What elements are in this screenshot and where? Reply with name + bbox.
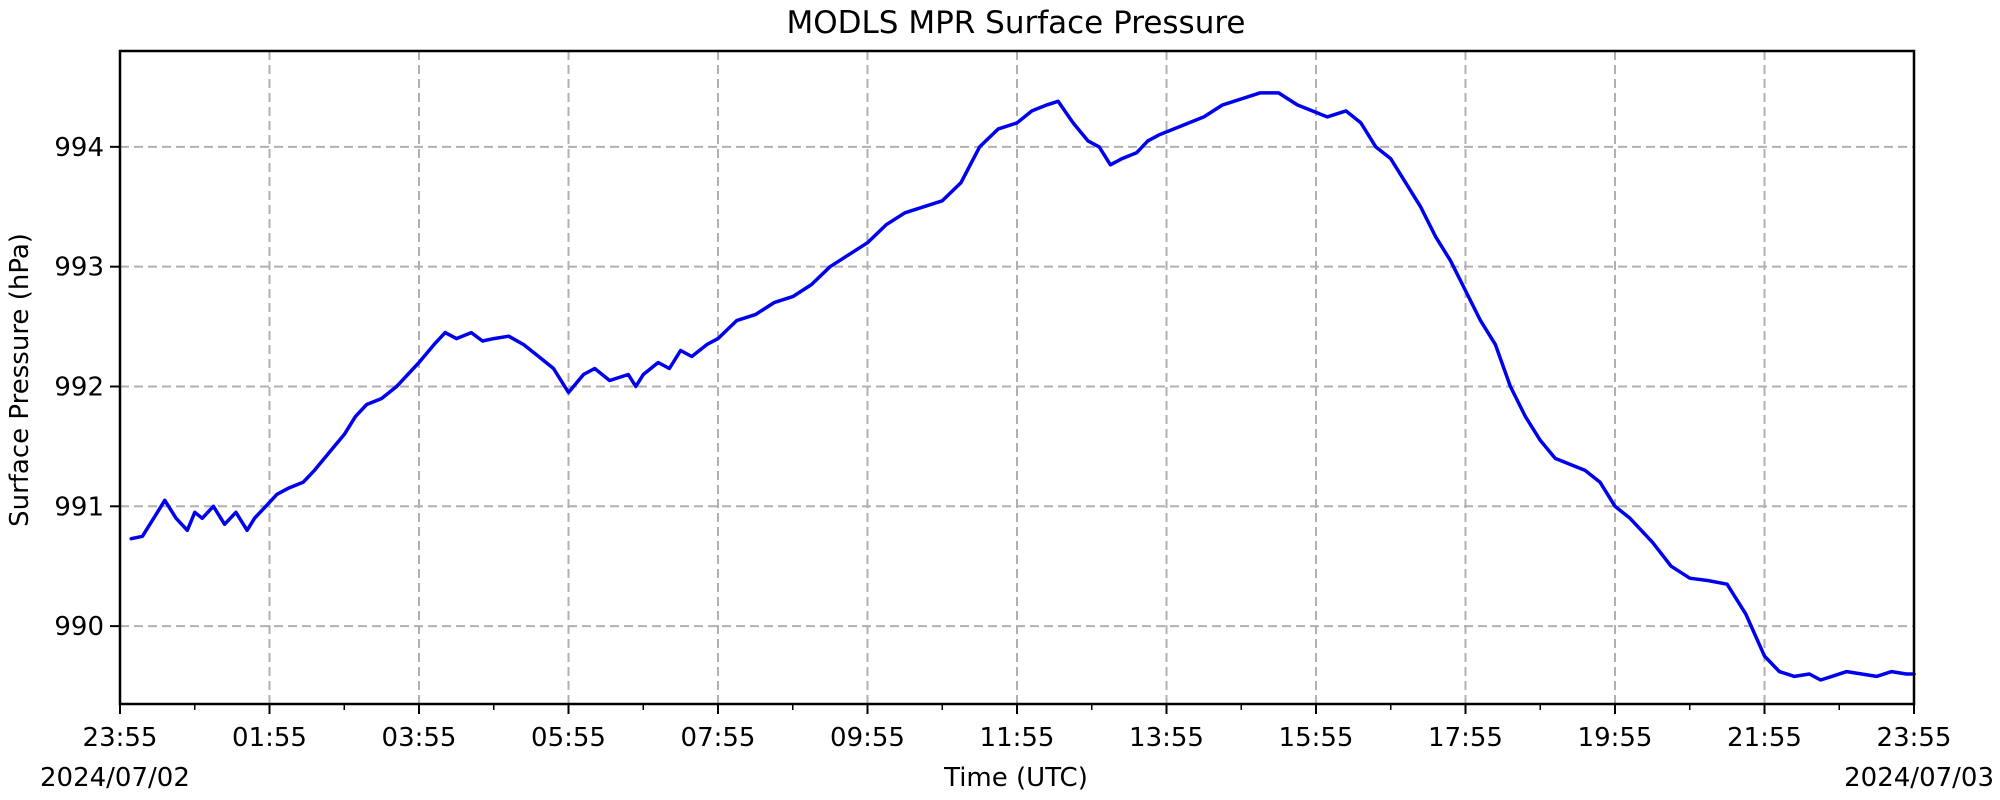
y-tick-label: 992 [54, 372, 104, 402]
x-tick-label: 13:55 [1129, 723, 1204, 753]
x-tick-label: 23:55 [83, 723, 158, 753]
x-tick-label: 01:55 [232, 723, 307, 753]
x-tick-label: 21:55 [1727, 723, 1802, 753]
x-axis-label: Time (UTC) [943, 763, 1088, 793]
y-tick-label: 991 [54, 492, 104, 522]
y-tick-label: 994 [54, 133, 104, 163]
y-axis-label: Surface Pressure (hPa) [5, 233, 35, 527]
x-start-date-label: 2024/07/02 [40, 763, 190, 793]
x-tick-label: 17:55 [1428, 723, 1503, 753]
x-tick-label: 05:55 [531, 723, 606, 753]
y-axis: 990 991 992 993 994 [54, 133, 120, 642]
x-tick-label: 03:55 [382, 723, 457, 753]
x-axis: 23:55 01:55 03:55 05:55 07:55 09:55 11:55 13:55… [83, 704, 1952, 753]
x-tick-label: 23:55 [1877, 723, 1952, 753]
y-tick-label: 990 [54, 612, 104, 642]
x-tick-label: 19:55 [1578, 723, 1653, 753]
series-line [129, 91, 1916, 682]
chart-title: MODLS MPR Surface Pressure [787, 5, 1246, 41]
x-tick-label: 11:55 [980, 723, 1055, 753]
grid [120, 51, 1914, 704]
y-tick-label: 993 [54, 253, 104, 283]
x-tick-label: 15:55 [1279, 723, 1354, 753]
x-end-date-label: 2024/07/03 [1844, 763, 1994, 793]
plot-area [129, 91, 1916, 682]
x-tick-label: 09:55 [830, 723, 905, 753]
x-tick-label: 07:55 [681, 723, 756, 753]
